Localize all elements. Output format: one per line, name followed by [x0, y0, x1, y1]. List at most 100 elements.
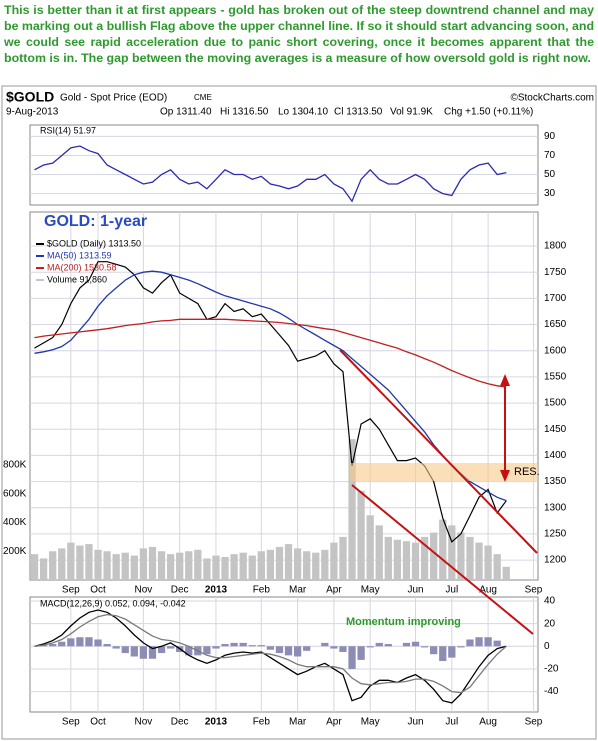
x-tick-label: Nov — [134, 585, 152, 596]
y2-tick-label: 200K — [3, 546, 27, 557]
y-tick-label: 1400 — [544, 450, 567, 461]
resistance-band — [350, 463, 538, 481]
bar — [284, 544, 293, 580]
y-tick-label: 1200 — [544, 555, 567, 566]
bar — [366, 515, 374, 580]
bar — [130, 555, 138, 580]
bar — [49, 644, 57, 647]
exchange: CME — [194, 93, 212, 102]
x-tick-label: Apr — [326, 717, 342, 728]
resistance-label: RES. — [514, 466, 540, 478]
y-tick-label: 40 — [544, 596, 556, 607]
x-tick-label: Feb — [253, 717, 271, 728]
bar — [411, 641, 420, 647]
bar — [303, 646, 311, 651]
low: Lo 1304.10 — [278, 107, 328, 118]
bar — [166, 554, 175, 580]
y-tick-label: 1500 — [544, 398, 567, 409]
bar — [85, 637, 93, 647]
x-tick-label: Dec — [171, 585, 189, 596]
volume: Vol 91.9K — [390, 107, 433, 118]
bar — [185, 551, 193, 580]
bar — [239, 642, 247, 647]
x-tick-label: Sep — [62, 717, 80, 728]
y-tick-label: 1650 — [544, 319, 567, 330]
bar — [303, 551, 311, 580]
x-tick-label: Aug — [479, 717, 497, 728]
bar — [448, 646, 456, 658]
legend-entry: $GOLD (Daily) 1313.50 — [47, 238, 141, 248]
bar — [94, 639, 102, 647]
channel-lower — [351, 484, 534, 635]
panel-label: MACD(12,26,9) 0.052, 0.094, -0.042 — [40, 598, 186, 608]
background-layer: 30 50 70 90 1200 1250 1300 1350 1400 1450 1500 1550… — [3, 124, 567, 728]
x-tick-label: Oct — [90, 585, 106, 596]
bar — [430, 532, 438, 580]
x-tick-label: 2013 — [205, 585, 228, 596]
bar — [257, 551, 265, 580]
x-tick-label: Apr — [326, 585, 342, 596]
bar — [139, 548, 148, 580]
bar — [203, 646, 211, 655]
y-tick-label: 1250 — [544, 529, 567, 540]
overlay: $GOLD (Daily) 1313.50 MA(50) 1313.59 MA(20… — [36, 238, 538, 635]
bar — [239, 552, 247, 580]
x-tick-label: Nov — [134, 717, 152, 728]
bar — [39, 558, 48, 580]
y-tick-label: 1700 — [544, 293, 567, 304]
bar — [275, 646, 284, 654]
bar — [230, 554, 238, 580]
bar — [348, 646, 356, 669]
x-tick-label: May — [361, 717, 380, 728]
bar — [76, 637, 84, 647]
x-tick-label: Mar — [289, 585, 307, 596]
bar — [321, 642, 329, 647]
x-tick-label: Aug — [479, 585, 497, 596]
bar — [194, 549, 202, 580]
bar — [248, 555, 256, 580]
bar — [466, 639, 474, 647]
y-tick-label: -40 — [544, 686, 559, 697]
bar — [375, 525, 383, 580]
x-tick-label: Dec — [171, 717, 189, 728]
source: ©StockCharts.com — [510, 93, 594, 104]
bar — [284, 646, 293, 656]
bar — [103, 551, 111, 580]
annotation: Momentum improving — [346, 616, 461, 628]
y-tick-label: 1300 — [544, 502, 567, 513]
bar — [148, 646, 157, 659]
bar — [112, 554, 120, 580]
bar — [76, 545, 84, 580]
bar — [466, 536, 474, 580]
bar — [439, 519, 447, 580]
bar — [330, 542, 338, 580]
bar — [121, 552, 129, 580]
bar — [30, 554, 39, 580]
bar — [502, 566, 510, 580]
bar — [266, 549, 275, 580]
y-tick-label: 90 — [544, 131, 556, 142]
bar — [475, 542, 483, 580]
bar — [493, 640, 501, 647]
bar — [448, 525, 456, 580]
bar — [339, 536, 347, 580]
y-tick-label: 1750 — [544, 267, 567, 278]
bar — [148, 546, 157, 580]
y2-tick-label: 600K — [3, 488, 27, 499]
y-tick-label: 30 — [544, 188, 556, 199]
x-tick-label: Sep — [525, 717, 543, 728]
x-tick-label: Sep — [62, 585, 80, 596]
bar — [375, 642, 383, 647]
close: Cl 1313.50 — [334, 107, 383, 118]
bar — [275, 546, 284, 580]
bar — [58, 641, 66, 647]
bar — [457, 532, 465, 580]
plot-area — [29, 211, 539, 581]
bar — [420, 646, 429, 648]
bar — [484, 545, 492, 580]
bar — [248, 645, 256, 647]
bar — [439, 646, 447, 662]
plot-area — [29, 124, 539, 206]
bar — [430, 646, 438, 655]
